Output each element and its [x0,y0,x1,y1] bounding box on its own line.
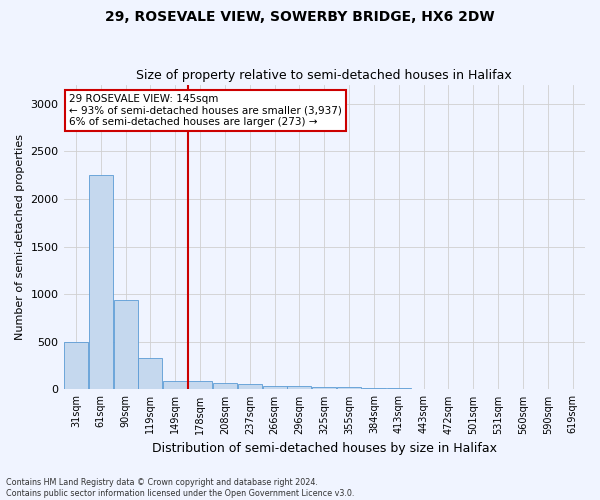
Y-axis label: Number of semi-detached properties: Number of semi-detached properties [15,134,25,340]
Bar [287,386,311,390]
Bar [387,388,411,390]
Bar [337,386,361,390]
X-axis label: Distribution of semi-detached houses by size in Halifax: Distribution of semi-detached houses by … [152,442,497,455]
Bar [263,386,287,390]
Bar [362,388,386,390]
Bar [312,386,337,390]
Text: Contains HM Land Registry data © Crown copyright and database right 2024.
Contai: Contains HM Land Registry data © Crown c… [6,478,355,498]
Bar [238,384,262,390]
Bar [188,381,212,390]
Title: Size of property relative to semi-detached houses in Halifax: Size of property relative to semi-detach… [136,69,512,82]
Bar [64,342,88,390]
Bar [163,381,187,390]
Text: 29 ROSEVALE VIEW: 145sqm
← 93% of semi-detached houses are smaller (3,937)
6% of: 29 ROSEVALE VIEW: 145sqm ← 93% of semi-d… [69,94,341,127]
Bar [213,383,237,390]
Bar [89,175,113,390]
Bar [139,358,163,390]
Text: 29, ROSEVALE VIEW, SOWERBY BRIDGE, HX6 2DW: 29, ROSEVALE VIEW, SOWERBY BRIDGE, HX6 2… [105,10,495,24]
Bar [113,300,137,390]
